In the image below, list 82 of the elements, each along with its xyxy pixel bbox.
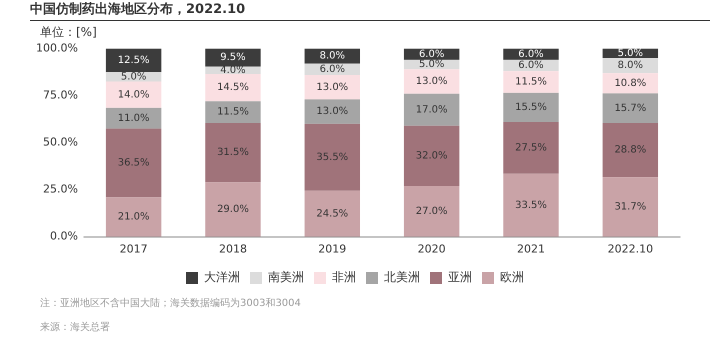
bar xyxy=(106,48,162,72)
bar xyxy=(503,92,559,122)
data-label: 35.5% xyxy=(316,152,348,163)
bar xyxy=(304,74,360,100)
data-label: 15.5% xyxy=(515,102,547,114)
x-tick-label: 2022.10 xyxy=(608,242,654,256)
legend-label: 非洲 xyxy=(332,270,356,284)
data-label: 14.5% xyxy=(217,82,249,94)
data-label: 29.0% xyxy=(217,204,249,216)
bar xyxy=(602,122,658,178)
bar xyxy=(503,174,559,237)
data-label: 6.0% xyxy=(518,60,544,72)
data-label: 24.5% xyxy=(316,208,348,220)
data-label: 11.5% xyxy=(515,76,547,88)
data-label: 14.0% xyxy=(118,89,150,100)
bar xyxy=(106,82,162,108)
data-label: 21.0% xyxy=(118,212,150,223)
data-label: 6.0% xyxy=(320,64,346,75)
bar xyxy=(205,122,261,182)
data-label: 36.5% xyxy=(118,158,150,169)
data-label: 6.0% xyxy=(518,48,544,60)
data-label: 15.7% xyxy=(614,102,646,114)
text: 注：亚洲地区不含中国大陆；海关数据编码为3003和3004 xyxy=(40,296,301,310)
data-label: 33.5% xyxy=(515,200,547,211)
bar xyxy=(106,197,162,237)
y-tick-label: 75.0% xyxy=(42,88,78,102)
data-label: 31.7% xyxy=(614,202,646,213)
bar xyxy=(304,190,360,237)
data-label: 5.0% xyxy=(418,59,444,70)
x-tick-label: 2021 xyxy=(516,242,545,256)
data-label: 6.0% xyxy=(418,48,444,60)
data-label: 5.0% xyxy=(120,71,146,82)
x-tick-label: 2020 xyxy=(418,242,446,256)
data-label: 9.5% xyxy=(220,52,246,64)
data-label: 13.0% xyxy=(316,82,348,93)
x-tick-label: 2018 xyxy=(218,242,247,256)
data-label: 27.0% xyxy=(416,206,448,217)
y-tick-label: 25.0% xyxy=(42,182,78,196)
bar xyxy=(304,124,360,191)
bar xyxy=(106,108,162,129)
bar xyxy=(205,74,261,102)
bar xyxy=(503,71,559,93)
data-label: 8.0% xyxy=(320,50,346,62)
data-label: 17.0% xyxy=(416,104,448,116)
bar xyxy=(404,69,460,94)
data-label: 13.0% xyxy=(316,106,348,118)
data-label: 11.5% xyxy=(217,106,249,118)
legend-label: 欧洲 xyxy=(500,270,524,284)
bar xyxy=(205,182,261,237)
x-tick-label: 2019 xyxy=(318,242,346,256)
data-label: 32.0% xyxy=(416,150,448,162)
bar xyxy=(205,101,261,123)
data-label: 31.5% xyxy=(217,147,249,158)
y-tick-label: 0.0% xyxy=(50,230,78,243)
data-label: 8.0% xyxy=(618,60,644,72)
data-label: 12.5% xyxy=(118,54,150,66)
bar xyxy=(404,94,460,126)
bar xyxy=(602,177,658,237)
data-label: 11.0% xyxy=(118,112,150,124)
y-tick-label: 50.0% xyxy=(42,136,78,149)
data-label: 4.0% xyxy=(220,64,246,76)
chart-title: 中国仿制药出海地区分布，2022.10 xyxy=(30,0,710,21)
x-tick-label: 2017 xyxy=(120,242,148,256)
data-label: 10.8% xyxy=(614,78,646,89)
legend-label: 亚洲 xyxy=(448,270,472,284)
legend-label: 南美洲 xyxy=(268,270,304,284)
legend-label: 大洋洲 xyxy=(204,270,240,284)
bar xyxy=(503,122,559,174)
bar xyxy=(602,93,658,123)
bar xyxy=(404,186,460,237)
bar xyxy=(602,73,658,94)
y-axis-title: 单位：[%] xyxy=(40,24,97,41)
source-note: 来源：海关总署 xyxy=(40,320,110,334)
bar xyxy=(106,128,162,198)
data-label: 13.0% xyxy=(416,76,448,88)
y-tick-label: 100.0% xyxy=(36,41,78,54)
bar xyxy=(404,126,460,186)
data-label: 28.8% xyxy=(614,144,646,156)
legend-label: 北美洲 xyxy=(384,270,420,284)
data-label: 27.5% xyxy=(515,142,547,154)
data-label: 5.0% xyxy=(618,48,644,59)
bar xyxy=(304,99,360,124)
